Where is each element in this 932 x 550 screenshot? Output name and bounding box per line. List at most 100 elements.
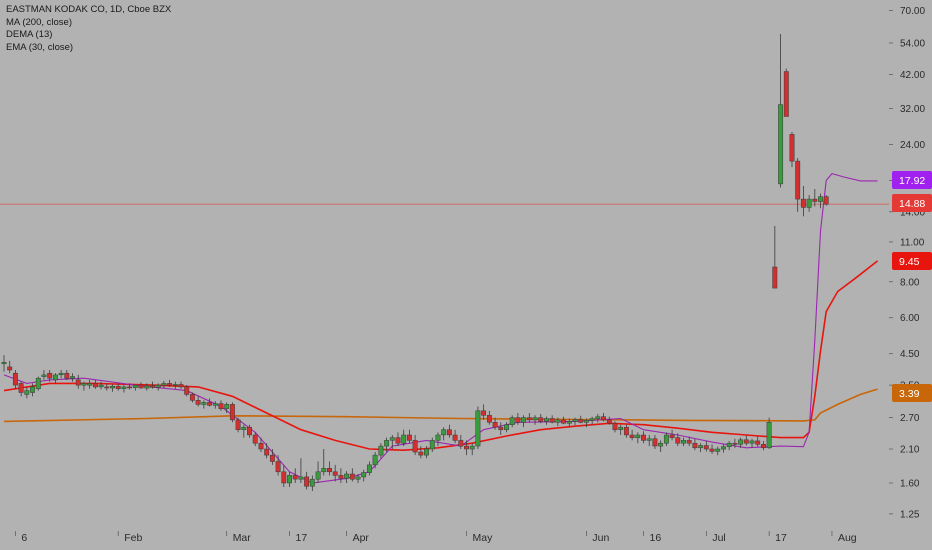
- candle-body: [561, 419, 567, 424]
- candle-body: [652, 438, 658, 447]
- candle-body: [201, 402, 207, 405]
- candle-body: [138, 384, 144, 389]
- y-tick-label: 1.60: [900, 479, 920, 490]
- y-tick-label: 14.00: [900, 207, 925, 218]
- candle: [110, 384, 115, 392]
- candle-body: [709, 448, 715, 452]
- candle-body: [207, 402, 213, 406]
- candle: [304, 471, 310, 490]
- candle-body: [349, 473, 355, 480]
- candle-body: [498, 426, 504, 430]
- candle: [681, 437, 686, 447]
- candle: [292, 468, 298, 484]
- candle: [115, 383, 121, 391]
- candle: [755, 436, 761, 447]
- candle: [224, 402, 230, 414]
- candle-body: [218, 403, 224, 409]
- candle: [372, 452, 378, 469]
- candle-body: [606, 419, 612, 424]
- candle-body: [115, 385, 121, 389]
- candle-body: [161, 383, 167, 386]
- candle: [287, 471, 292, 487]
- candle-body: [641, 434, 646, 441]
- legend-ema[interactable]: EMA (30, close): [6, 41, 74, 53]
- candle-body: [504, 424, 509, 430]
- candle: [606, 416, 612, 425]
- candle-body: [715, 448, 721, 452]
- candle-body: [235, 419, 241, 430]
- candle: [275, 455, 281, 476]
- candle: [327, 461, 332, 476]
- x-tick-label: Aug: [838, 532, 857, 544]
- candle: [629, 429, 635, 441]
- x-tick-label: 16: [650, 532, 662, 544]
- legend-dema[interactable]: DEMA (13): [6, 29, 53, 40]
- candle-body: [743, 439, 749, 444]
- x-tick-label: Jun: [592, 532, 609, 544]
- candle: [92, 379, 98, 389]
- candle: [618, 424, 624, 435]
- candle-body: [726, 442, 732, 447]
- candle: [789, 131, 795, 168]
- candle-body: [629, 434, 635, 438]
- candle-body: [772, 266, 778, 289]
- candle-body: [35, 377, 41, 390]
- candle-body: [92, 383, 98, 388]
- candle-body: [41, 374, 47, 377]
- candle-body: [469, 445, 475, 450]
- candle-body: [361, 472, 367, 478]
- candle: [138, 382, 144, 389]
- candle-body: [104, 386, 110, 389]
- candle-body: [732, 442, 738, 445]
- candle: [566, 418, 572, 428]
- candle-body: [452, 434, 458, 441]
- candle-body: [252, 434, 258, 444]
- candle: [81, 381, 87, 391]
- candle-body: [189, 394, 195, 401]
- candle: [258, 437, 264, 453]
- candle-body: [384, 440, 390, 447]
- candle-body: [309, 478, 315, 487]
- x-tick-label: 6: [21, 532, 27, 544]
- x-tick-label: Apr: [353, 532, 370, 544]
- candle-body: [132, 384, 138, 388]
- candle-body: [601, 416, 606, 421]
- candle: [132, 384, 138, 391]
- candle-body: [658, 442, 664, 447]
- candle: [749, 438, 755, 448]
- badge-box: [892, 194, 932, 212]
- candle: [561, 416, 567, 425]
- series-line-0: [3, 388, 878, 423]
- candle-body: [481, 410, 487, 416]
- candle: [578, 415, 584, 424]
- candle: [361, 469, 367, 482]
- candle-body: [572, 419, 578, 422]
- candle: [70, 373, 75, 382]
- candle: [178, 381, 184, 389]
- candle: [47, 370, 53, 382]
- candle-body: [172, 384, 178, 386]
- candle: [161, 380, 167, 389]
- candle-body: [418, 451, 424, 456]
- legend-ma[interactable]: MA (200, close): [6, 16, 72, 28]
- candle: [229, 402, 235, 423]
- candle-body: [110, 385, 115, 389]
- candle-body: [212, 403, 218, 406]
- x-tick-label: 17: [775, 532, 787, 544]
- candle-body: [823, 196, 829, 205]
- candle-body: [372, 454, 378, 466]
- candle-body: [281, 471, 287, 484]
- candle: [349, 468, 355, 482]
- candle: [150, 381, 155, 389]
- candle: [458, 434, 464, 450]
- candle-body: [12, 372, 18, 386]
- candle: [504, 422, 509, 433]
- candle: [172, 381, 178, 389]
- candle-body: [669, 434, 675, 438]
- y-tick-label: 70.00: [900, 6, 925, 17]
- candle: [1, 355, 7, 372]
- candle: [806, 195, 812, 212]
- candle-body: [532, 417, 538, 421]
